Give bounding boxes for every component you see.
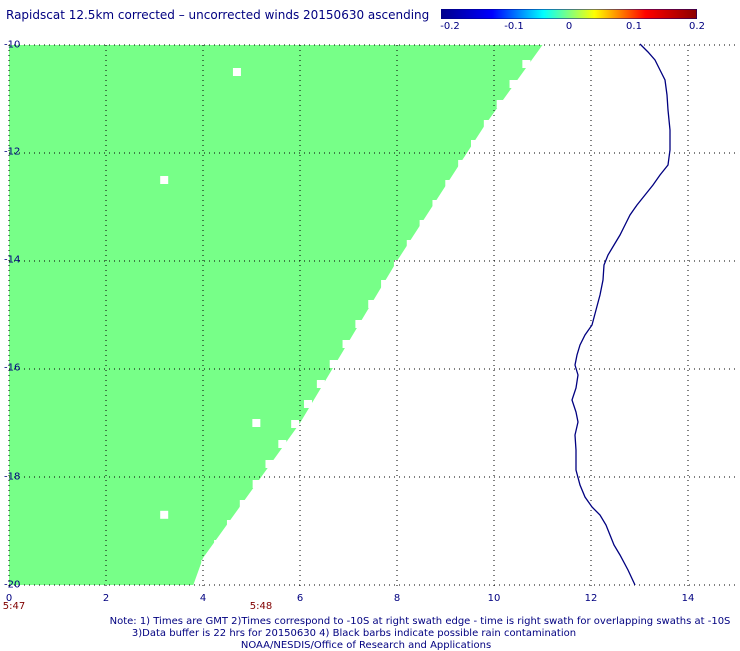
swath-edge-gap <box>226 520 235 528</box>
swath-edge-gap <box>483 120 492 128</box>
swath-edge-gap <box>265 460 274 468</box>
swath-edge-gap <box>419 220 428 228</box>
swath-edge-gap <box>432 200 441 208</box>
x-tick-label: 2 <box>102 593 110 604</box>
x-tick-label: 10 <box>487 593 501 604</box>
colorbar-label: 0.1 <box>626 21 642 32</box>
swath-layer <box>9 45 543 585</box>
note-line: NOAA/NESDIS/Office of Research and Appli… <box>240 640 492 651</box>
missing-cell <box>160 510 169 519</box>
swath-edge-gap <box>381 280 390 288</box>
colorbar-label: -0.2 <box>440 21 460 32</box>
swath-edge-gap <box>214 540 223 548</box>
swath-edge-gap <box>201 560 210 568</box>
y-tick-label: -14 <box>4 254 21 266</box>
swath-edge-gap <box>445 180 454 188</box>
y-tick-label: -16 <box>4 362 21 374</box>
colorbar <box>441 9 697 19</box>
swath-edge-gap <box>470 140 479 148</box>
swath-edge-gap <box>368 300 377 308</box>
swath-edge-gap <box>496 100 505 108</box>
y-tick-label: -20 <box>4 579 21 591</box>
swath-edge-gap <box>329 360 338 368</box>
swath-edge-gap <box>458 160 467 168</box>
time-label: 5:48 <box>249 601 273 612</box>
x-tick-label: 14 <box>681 593 695 604</box>
colorbar-label: -0.1 <box>504 21 524 32</box>
swath-edge-gap <box>304 400 313 408</box>
x-tick-label: 12 <box>584 593 598 604</box>
y-tick-label: -18 <box>4 471 21 483</box>
note-line: Note: 1) Times are GMT 2)Times correspon… <box>109 616 731 627</box>
swath-edge-gap <box>239 500 248 508</box>
swath-edge-gap <box>291 420 300 428</box>
x-tick-label: 8 <box>393 593 401 604</box>
missing-cell <box>160 176 169 184</box>
swath-edge-gap <box>522 60 531 68</box>
grid-layer <box>8 44 735 590</box>
swath-edge-gap <box>406 240 415 248</box>
x-tick-label: 6 <box>296 593 304 604</box>
swath-area <box>9 45 543 585</box>
x-tick-label: 4 <box>199 593 207 604</box>
colorbar-label: 0 <box>565 21 573 32</box>
x-tick-label: 0 <box>5 593 13 604</box>
map-title: Rapidscat 12.5km corrected – uncorrected… <box>6 8 430 22</box>
swath-edge-gap <box>342 340 351 348</box>
swath-edge-gap <box>316 380 325 388</box>
swath-edge-gap <box>393 260 402 268</box>
coastline <box>571 43 671 586</box>
y-tick-label: -10 <box>4 39 21 51</box>
missing-cell <box>252 419 261 427</box>
missing-cell <box>232 68 241 76</box>
swath-edge-gap <box>252 480 261 488</box>
y-tick-label: -12 <box>4 146 21 158</box>
swath-edge-gap <box>355 320 364 328</box>
swath-edge-gap <box>509 80 518 88</box>
note-line: 3)Data buffer is 22 hrs for 20150630 4) … <box>131 628 577 639</box>
swath-edge-gap <box>278 440 287 448</box>
colorbar-label: 0.2 <box>689 21 705 32</box>
time-label: 5:47 <box>2 601 26 612</box>
